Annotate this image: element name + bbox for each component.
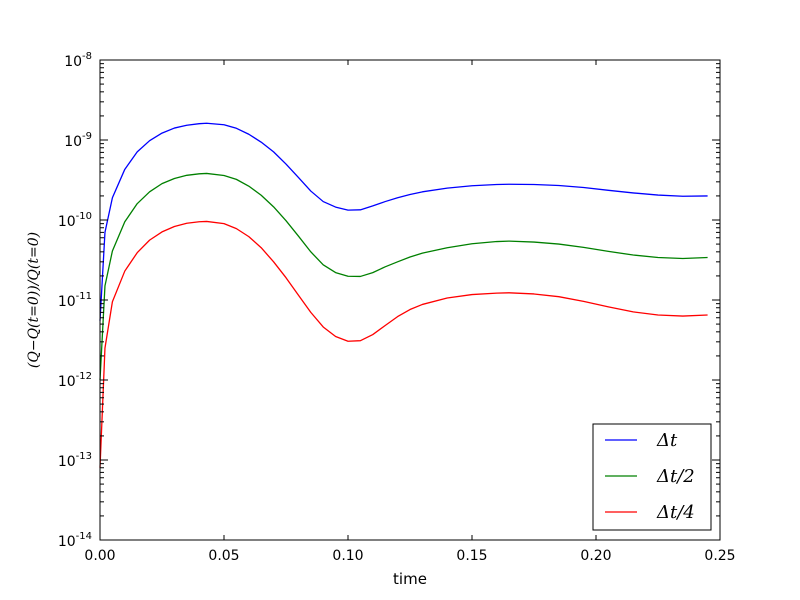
y-axis-label: (Q−Q(t=0))/Q(t=0) <box>26 232 42 368</box>
y-axis-ticks: 10-14 10-13 10-12 10-11 10-10 10-9 10-8 <box>58 51 720 550</box>
x-tick-label: 0.20 <box>580 548 611 564</box>
y-tick-label: 10-14 <box>58 531 92 550</box>
x-tick-label: 0.15 <box>456 548 487 564</box>
legend-label-3: Δt/4 <box>656 502 695 523</box>
series-layer <box>99 122 708 468</box>
legend: Δt Δt/2 Δt/4 <box>592 423 712 531</box>
x-axis-ticks: 0.00 0.05 0.10 0.15 0.20 0.25 <box>84 60 736 564</box>
legend-label-2: Δt/2 <box>656 466 695 487</box>
y-tick-label: 10-11 <box>58 291 92 310</box>
x-tick-label: 0.10 <box>332 548 363 564</box>
legend-label-1: Δt <box>656 430 678 451</box>
y-tick-label: 10-9 <box>64 131 92 150</box>
x-tick-label: 0.00 <box>84 548 115 564</box>
x-tick-label: 0.25 <box>704 548 735 564</box>
y-tick-label: 10-13 <box>58 451 92 470</box>
series-line-3 <box>99 220 708 468</box>
series-line-2 <box>99 172 708 381</box>
y-tick-label: 10-8 <box>64 51 92 70</box>
x-axis-label: time <box>393 570 427 588</box>
series-line-1 <box>99 122 708 321</box>
y-tick-label: 10-10 <box>58 211 92 230</box>
x-tick-label: 0.05 <box>208 548 239 564</box>
y-tick-label: 10-12 <box>58 371 92 390</box>
